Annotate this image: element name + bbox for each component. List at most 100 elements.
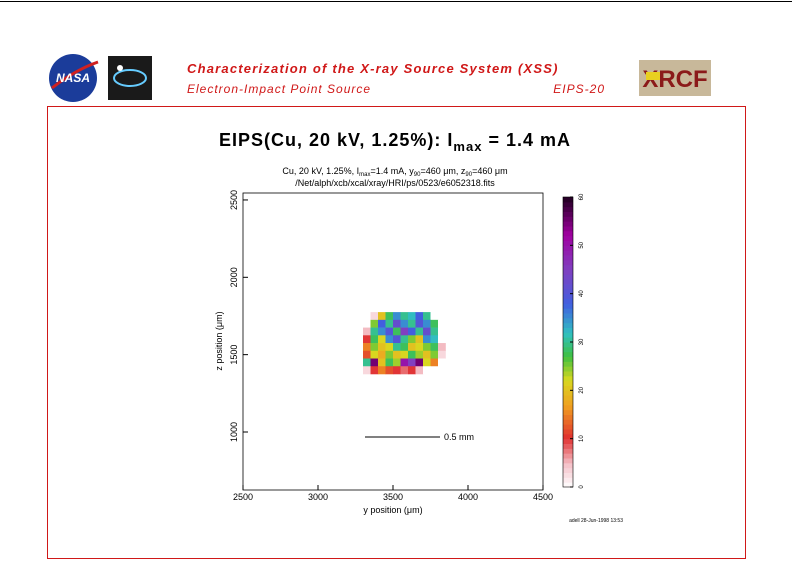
colorbar-step (563, 288, 573, 295)
footer: adell 28-Jun-1998 13:53 (569, 518, 623, 524)
heat-cell (423, 366, 431, 375)
colorbar-step (563, 197, 573, 203)
heat-cell (393, 366, 401, 375)
heat-cell (423, 327, 431, 336)
title-sub: max (453, 139, 482, 154)
heat-cell (378, 358, 386, 367)
y-tick-label: 1000 (229, 422, 239, 442)
heat-cell (438, 327, 446, 336)
heat-cell (415, 350, 424, 359)
heat-cell (430, 312, 439, 321)
heat-cell (385, 312, 394, 321)
heat-cell (400, 366, 409, 375)
heat-cell (400, 350, 409, 359)
xrcf-logo: XRCF (639, 60, 711, 96)
colorbar-step (563, 264, 573, 270)
colorbar-step (563, 269, 573, 275)
msfc-logo (108, 56, 152, 100)
heat-cell (438, 366, 446, 375)
colorbar-step (563, 414, 573, 420)
heat-cell (385, 358, 394, 367)
heat-cell (363, 343, 371, 352)
colorbar-step (563, 462, 573, 469)
frame (47, 106, 746, 559)
heat-cell (423, 335, 431, 344)
file-path: /Net/alph/xcb/xcal/xray/HRI/ps/0523/e605… (295, 178, 495, 188)
heat-cell (430, 366, 439, 375)
x-axis-label: y position (μm) (363, 505, 422, 515)
heat-cell (400, 358, 409, 367)
heat-cell (423, 358, 431, 367)
colorbar-tick-label: 50 (579, 241, 585, 248)
header-title: Characterization of the X-ray Source Sys… (187, 61, 559, 76)
heat-cell (408, 335, 416, 344)
header-subtitle: Electron-Impact Point Source (187, 82, 371, 96)
colorbar-step (563, 279, 573, 285)
heat-cell (378, 335, 386, 344)
heat-cell (408, 350, 416, 359)
colorbar-step (563, 235, 573, 241)
colorbar-step (563, 226, 573, 232)
heat-cell (415, 312, 424, 321)
colorbar-step (563, 404, 573, 411)
heat-cell (430, 327, 439, 336)
colorbar-step (563, 322, 573, 328)
colorbar-step (563, 400, 573, 406)
x-tick-label: 3500 (383, 492, 403, 502)
plot: 2500 3000 3500 4000 4500 1000 1500 2000 2500 0.5 … (229, 190, 585, 502)
colorbar-step (563, 453, 573, 459)
colorbar-step (563, 351, 573, 357)
colorbar-step (563, 216, 573, 222)
colorbar-step (563, 380, 573, 386)
y-tick-label: 1500 (229, 345, 239, 365)
chart-title: EIPS(Cu, 20 kV, 1.25%): Imax = 1.4 mA (219, 130, 571, 154)
heat-cell (393, 335, 401, 344)
heat-cell (400, 335, 409, 344)
heat-cell (385, 335, 394, 344)
heat-cell (378, 319, 386, 328)
colorbar-step (563, 361, 573, 367)
title-main: EIPS(Cu, 20 kV, 1.25%): I (219, 130, 453, 150)
heat-cell (393, 343, 401, 352)
heat-cell (408, 358, 416, 367)
colorbar-step (563, 298, 573, 304)
heat-cell (430, 343, 439, 352)
colorbar-step (563, 438, 573, 444)
heat-cell (370, 350, 379, 359)
heat-cell (363, 319, 371, 328)
heat-cell (400, 327, 409, 336)
colorbar-step (563, 284, 573, 290)
heat-cell (363, 327, 371, 336)
colorbar-step (563, 346, 573, 353)
colorbar-step (563, 342, 573, 348)
sub-part: 90 (414, 172, 421, 178)
colorbar-step (563, 293, 573, 299)
heat-cell (363, 312, 371, 321)
heat-cell (370, 312, 379, 321)
sub-part: =1.4 mA, y (370, 166, 414, 176)
colorbar-step (563, 429, 573, 435)
heat-cell (400, 319, 409, 328)
y-tick-label: 2500 (229, 190, 239, 210)
colorbar-step (563, 472, 573, 478)
heat-cell (393, 319, 401, 328)
heat-cell (370, 327, 379, 336)
heat-cell (423, 343, 431, 352)
colorbar-step (563, 221, 573, 227)
colorbar-step (563, 313, 573, 319)
heat-cell (393, 327, 401, 336)
heat-cell (400, 312, 409, 321)
heat-cell (370, 319, 379, 328)
colorbar-step (563, 443, 573, 449)
heat-cell (363, 358, 371, 367)
heat-cell (415, 343, 424, 352)
heat-cell (385, 350, 394, 359)
heat-cell (438, 319, 446, 328)
heat-cell (363, 335, 371, 344)
heat-cell (400, 343, 409, 352)
colorbar-step (563, 448, 573, 454)
sub-part: Cu, 20 kV, 1.25%, I (282, 166, 359, 176)
heat-cell (408, 343, 416, 352)
heat-cell (385, 319, 394, 328)
